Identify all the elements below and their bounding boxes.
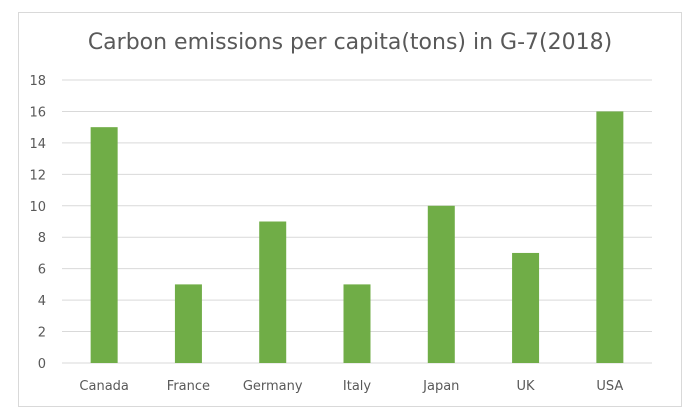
x-tick-label: Japan [422,379,459,394]
x-tick-label: Germany [243,379,303,394]
bar-canada [90,127,118,364]
bar-japan [427,205,455,363]
y-tick-label: 8 [38,231,46,246]
chart-title: Carbon emissions per capita(tons) in G-7… [87,30,613,55]
y-tick-label: 14 [29,137,46,152]
y-tick-label: 16 [29,105,46,120]
x-tick-label: France [167,379,210,394]
y-tick-label: 0 [38,357,46,372]
x-tick-label: UK [517,379,536,394]
x-tick-label: Canada [79,379,128,394]
x-tick-label: Italy [343,379,372,394]
bar-germany [259,221,287,363]
bar-uk [512,252,540,363]
y-tick-label: 2 [38,326,46,341]
y-tick-label: 10 [29,200,46,215]
y-tick-label: 12 [29,168,46,183]
x-tick-label: USA [596,379,623,394]
y-tick-label: 18 [29,74,46,89]
bar-usa [596,111,624,363]
y-tick-label: 6 [38,263,46,278]
bar-france [174,284,202,363]
bar-italy [343,284,371,363]
y-tick-label: 4 [38,294,46,309]
